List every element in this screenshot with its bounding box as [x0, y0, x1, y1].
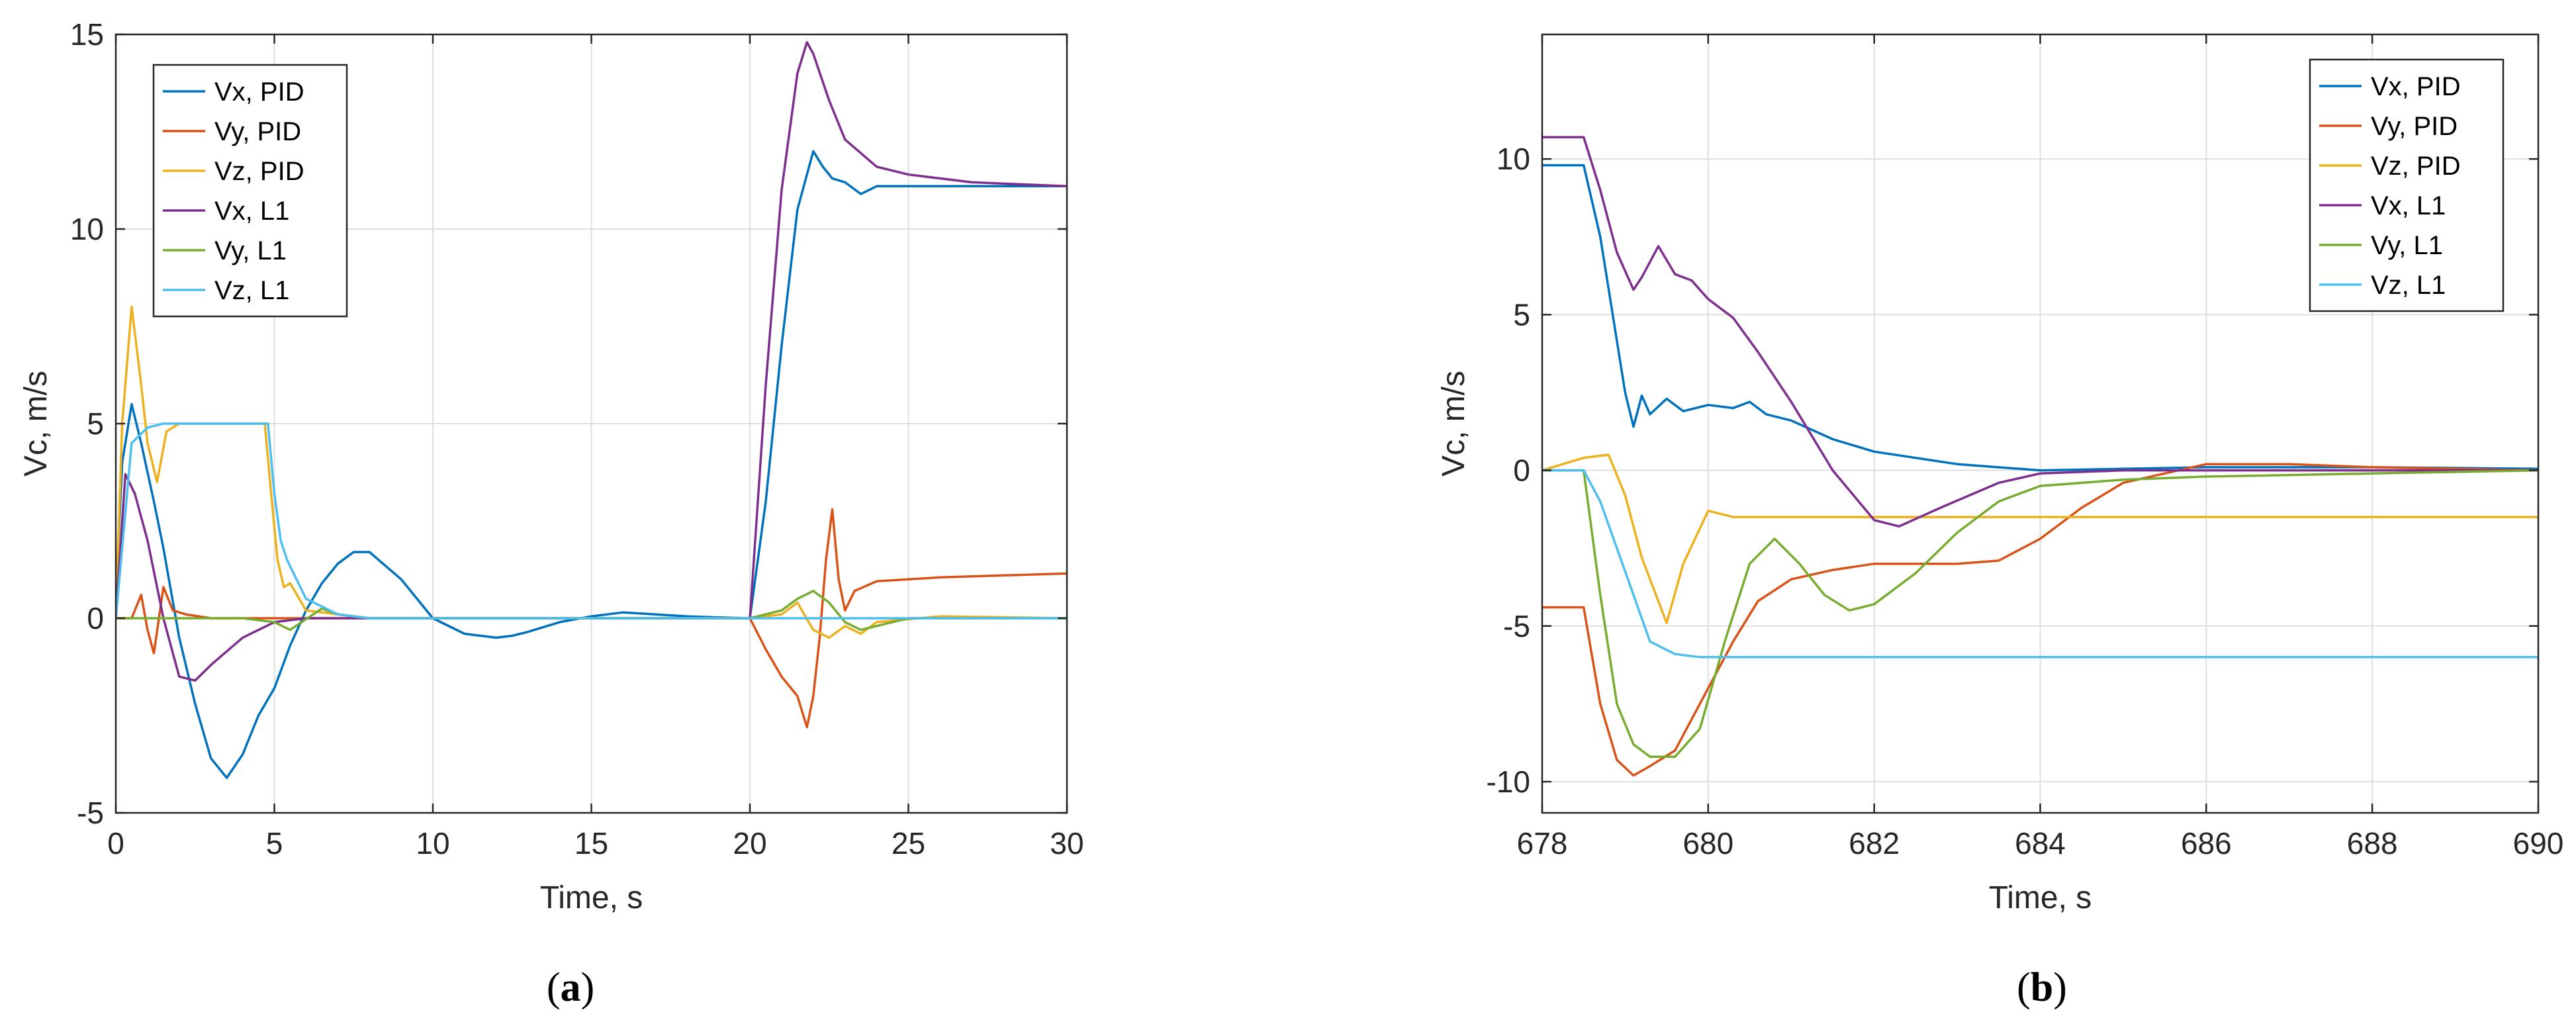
panel-label-open: ( [547, 965, 561, 1010]
legend-entry: Vy, L1 [2371, 231, 2443, 260]
x-tick-label: 15 [575, 826, 608, 860]
legend-entry: Vz, PID [2371, 152, 2461, 181]
legend: Vx, PID Vy, PID Vz, PID Vx, L1 Vy, L1 Vz, L1 [152, 64, 348, 318]
x-tick-label: 690 [2513, 826, 2564, 860]
panel-label: (a) [547, 965, 594, 1010]
y-tick-label: -5 [77, 796, 104, 830]
x-tick-label: 688 [2347, 826, 2398, 860]
panel-label-letter: a [561, 965, 581, 1010]
series-line-vz-pid [1542, 453, 2538, 624]
legend-entry: Vy, L1 [214, 236, 287, 265]
series-group [1542, 136, 2538, 777]
panel-label-close: ) [2053, 965, 2067, 1010]
series-line-vz-pid [116, 305, 1067, 639]
x-axis-label: Time, s [540, 880, 643, 915]
y-tick-label: 15 [70, 17, 104, 52]
x-tick-label: 10 [416, 826, 449, 860]
x-tick-label: 0 [107, 826, 124, 860]
x-tick-label: 678 [1517, 826, 1568, 860]
legend-entry: Vx, PID [214, 77, 304, 107]
series-line-vx-pid [1542, 163, 2538, 472]
x-tick-label: 20 [733, 826, 766, 860]
series-line-vx-l1 [1542, 136, 2538, 528]
x-tick-label: 5 [266, 826, 283, 860]
legend-entry: Vz, PID [214, 157, 304, 186]
legend: Vx, PID Vy, PID Vz, PID Vx, L1 Vy, L1 Vz, L1 [2309, 58, 2505, 312]
series-line-vy-pid [1542, 463, 2538, 777]
x-tick-label: 680 [1682, 826, 1733, 860]
series-line-vy-pid [116, 508, 1067, 729]
legend-entry: Vx, L1 [214, 197, 289, 226]
series-line-vy-l1 [1542, 469, 2538, 759]
x-tick-label: 684 [2015, 826, 2066, 860]
x-tick-label: 25 [892, 826, 925, 860]
x-axis-label: Time, s [1989, 880, 2092, 915]
panel-label: (b) [2017, 965, 2067, 1010]
legend-entry: Vy, PID [214, 117, 301, 146]
panel-label-letter: b [2031, 965, 2053, 1010]
y-tick-label: -10 [1487, 765, 1530, 799]
y-tick-label: 5 [1513, 297, 1530, 332]
x-tick-label: 30 [1050, 826, 1083, 860]
y-axis-label: Vc, m/s [1436, 371, 1471, 477]
y-axis-label: Vc, m/s [19, 371, 54, 477]
legend-entry: Vx, PID [2371, 72, 2461, 101]
series-line-vz-l1 [1542, 469, 2538, 659]
y-tick-label: 10 [1496, 142, 1530, 176]
legend-entry: Vz, L1 [2371, 271, 2446, 300]
panel-label-close: ) [581, 965, 595, 1010]
y-tick-label: 5 [87, 406, 104, 441]
legend-box [2309, 58, 2505, 312]
y-tick-label: 0 [87, 601, 104, 635]
y-tick-label: 0 [1513, 453, 1530, 488]
series-group [116, 41, 1067, 779]
series-line-vz-l1 [116, 422, 1067, 620]
legend-box [152, 64, 348, 318]
y-tick-label: -5 [1503, 609, 1530, 643]
y-tick-label: 10 [70, 212, 104, 246]
legend-entry: Vz, L1 [214, 276, 289, 305]
series-line-vx-pid [116, 150, 1067, 779]
x-tick-label: 686 [2181, 826, 2232, 860]
legend-entry: Vy, PID [2371, 112, 2458, 141]
panel-label-open: ( [2017, 965, 2031, 1010]
x-tick-label: 682 [1849, 826, 1900, 860]
chart-panel-b: 678 680 682 684 686 688 690 -10 -5 0 5 10 Time, s Vc,… [1436, 33, 2564, 1010]
legend-entry: Vx, L1 [2371, 191, 2446, 220]
